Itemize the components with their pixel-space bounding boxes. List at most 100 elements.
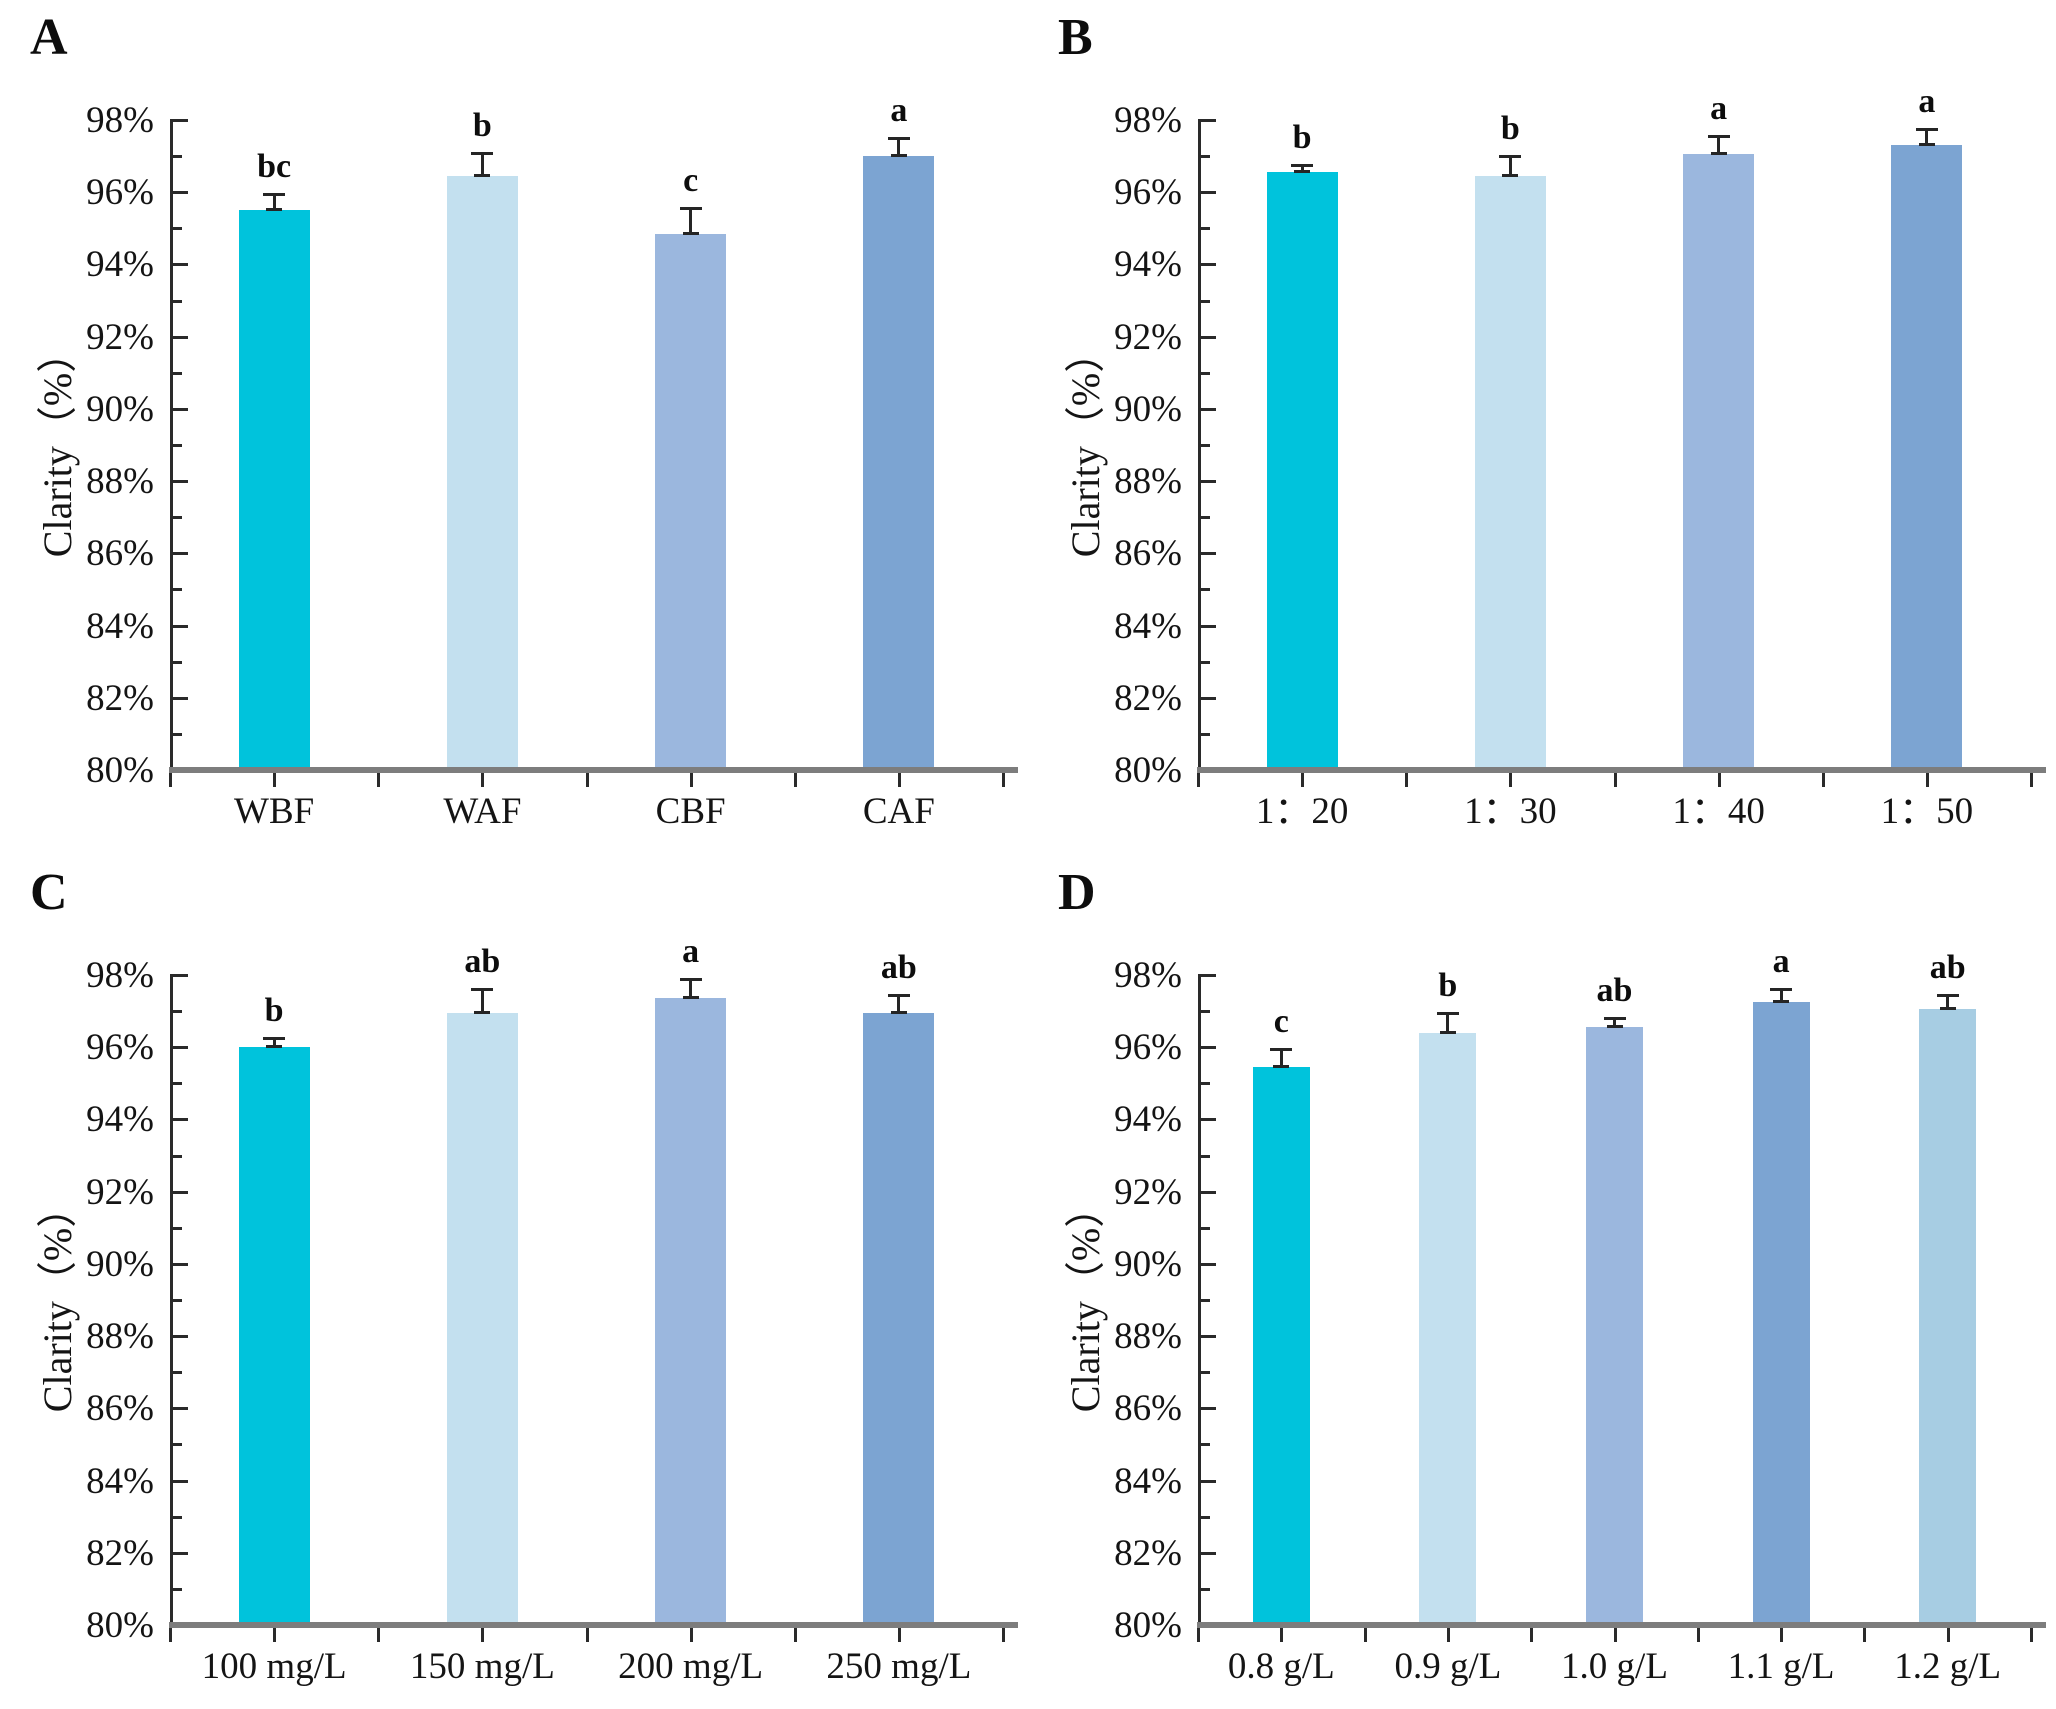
y-major-tick [173,696,188,700]
y-major-tick [1201,191,1216,195]
bar [238,1047,310,1628]
panel-letter-a: A [30,9,68,66]
error-bar-bottom-cap [1606,1025,1623,1029]
y-minor-tick [1201,227,1210,231]
significance-letter: a [682,932,700,970]
x-boundary-tick [2030,1628,2033,1642]
bar [1474,175,1546,773]
significance-letter: a [1772,943,1790,981]
y-tick-label: 86% [86,533,154,575]
y-major-tick [1201,1046,1216,1050]
chart-b: Clarity（%） 98% 96% 94% 92% 90% 88% 86% 84% 82% 80%… [1028,0,2056,855]
y-major-tick [1201,480,1216,484]
error-bar-bottom-cap [1710,152,1727,156]
y-minor-tick [1201,1443,1210,1447]
error-bar-line [897,138,901,157]
y-major-tick [1201,407,1216,411]
y-axis-title: Clarity（%） [35,332,80,558]
bar [1919,1009,1977,1628]
error-bar-top-cap [1770,988,1793,992]
error-bar-line [1508,156,1512,176]
error-bar-line [1717,136,1721,155]
y-tick-label: 86% [86,1388,154,1430]
bar [1419,1032,1477,1628]
significance-letter: c [1273,1003,1289,1041]
y-minor-tick [173,155,182,159]
error-bar-bottom-cap [1773,1000,1790,1004]
bar [863,156,935,773]
y-minor-tick [173,516,182,520]
y-axis-title: Clarity（%） [1063,332,1108,558]
x-tick [1717,773,1721,787]
error-bar-line [480,152,484,176]
x-tick [273,1628,277,1642]
y-tick-label: 96% [86,1027,154,1069]
error-bar-line [689,208,693,234]
y-minor-tick [173,660,182,664]
x-tick-label: 1.0 g/L [1561,1646,1668,1687]
x-tick-label: CBF [655,791,726,832]
panel-letter-d: D [1058,864,1096,921]
x-boundary-tick [1696,1628,1700,1642]
y-major-tick [1201,1118,1216,1122]
y-major-tick [1201,624,1216,628]
x-boundary-tick [1002,773,1005,787]
y-minor-tick [173,588,182,592]
y-tick-label: 84% [86,605,154,647]
y-major-tick [1201,1262,1216,1266]
y-minor-tick [173,1226,182,1230]
significance-letter: b [264,992,284,1030]
x-tick [1446,1628,1450,1642]
x-tick-label: 1：40 [1672,791,1765,832]
x-boundary-tick [1197,1628,1200,1642]
y-major-tick [173,552,188,556]
y-tick-label: 86% [1114,533,1182,575]
x-tick-label: 150 mg/L [409,1646,555,1687]
y-major-tick [173,1190,188,1194]
y-tick-label: 90% [86,388,154,430]
y-minor-tick [1201,732,1210,736]
error-bar-top-cap [1915,128,1938,132]
x-boundary-tick [377,1628,381,1642]
y-tick-label: 88% [86,1316,154,1358]
y-tick-label: 92% [86,1171,154,1213]
x-boundary-tick [377,773,381,787]
panel-letter-b: B [1058,9,1093,66]
error-bar-top-cap [471,988,494,992]
y-major-tick [1201,1335,1216,1339]
y-major-tick [1201,696,1216,700]
y-major-tick [173,191,188,195]
y-tick-label: 80% [86,750,154,791]
y-minor-tick [173,1299,182,1302]
x-tick [481,1628,485,1642]
y-minor-tick [1201,299,1210,303]
y-tick-label: 98% [86,100,154,141]
x-tick-label: 1：30 [1464,791,1557,832]
y-axis-title: Clarity（%） [1063,1187,1108,1413]
y-major-tick [1201,119,1216,122]
y-tick-label: 82% [86,1532,154,1574]
x-boundary-tick [2030,773,2033,787]
error-bar-bottom-cap [474,173,491,177]
error-bar-top-cap [1936,993,1959,997]
error-bar-bottom-cap [1273,1065,1290,1069]
error-bar-line [272,194,276,211]
x-tick [897,773,901,787]
y-major-tick [1201,1551,1216,1555]
error-bar-top-cap [1436,1011,1459,1015]
bar [863,1012,935,1628]
x-boundary-tick [1863,1628,1867,1642]
x-tick-label: 1：50 [1880,791,1974,832]
y-tick-label: 90% [1114,388,1182,430]
x-tick [273,773,277,787]
y-axis-line [170,119,173,773]
error-bar-line [897,994,901,1013]
y-tick-label: 84% [1114,1460,1182,1502]
x-tick-label: 1：20 [1255,791,1349,832]
x-tick [1301,773,1305,787]
chart-c: Clarity（%） 98% 96% 94% 92% 90% 88% 86% 84% 82% 80%… [0,855,1028,1709]
error-bar-bottom-cap [1502,173,1519,177]
y-major-tick [173,263,188,267]
y-tick-label: 92% [1114,316,1182,358]
y-axis-line [1198,974,1201,1628]
